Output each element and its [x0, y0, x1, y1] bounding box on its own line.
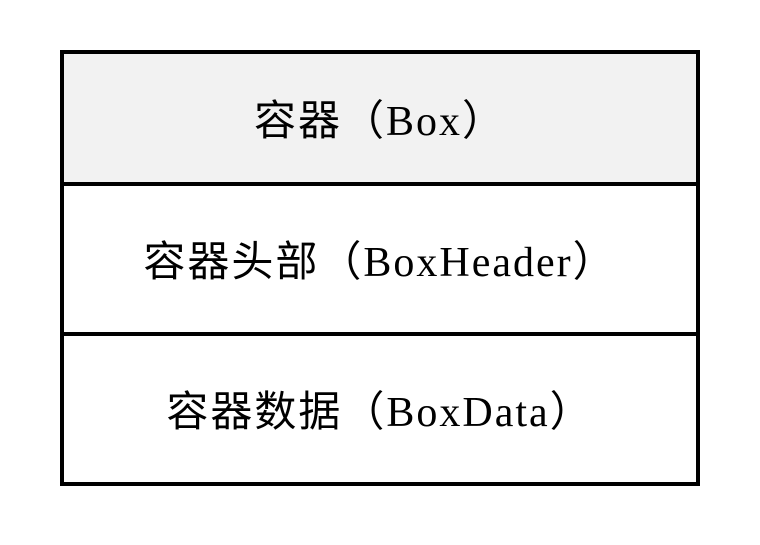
- row-box-label-cn: 容器: [254, 87, 342, 148]
- row-box-data: 容器数据（BoxData）: [64, 332, 696, 482]
- row-box: 容器（Box）: [64, 54, 696, 182]
- box-structure-table: 容器（Box） 容器头部（BoxHeader） 容器数据（BoxData）: [60, 50, 700, 486]
- diagram-container: 容器（Box） 容器头部（BoxHeader） 容器数据（BoxData）: [0, 0, 760, 545]
- row-box-header: 容器头部（BoxHeader）: [64, 182, 696, 332]
- row-box-data-label-en: （BoxData）: [342, 378, 593, 439]
- row-box-header-label-cn: 容器头部: [143, 228, 319, 289]
- row-box-data-label-cn: 容器数据: [166, 378, 342, 439]
- row-box-header-label-en: （BoxHeader）: [319, 228, 616, 289]
- row-box-label-en: （Box）: [342, 87, 506, 148]
